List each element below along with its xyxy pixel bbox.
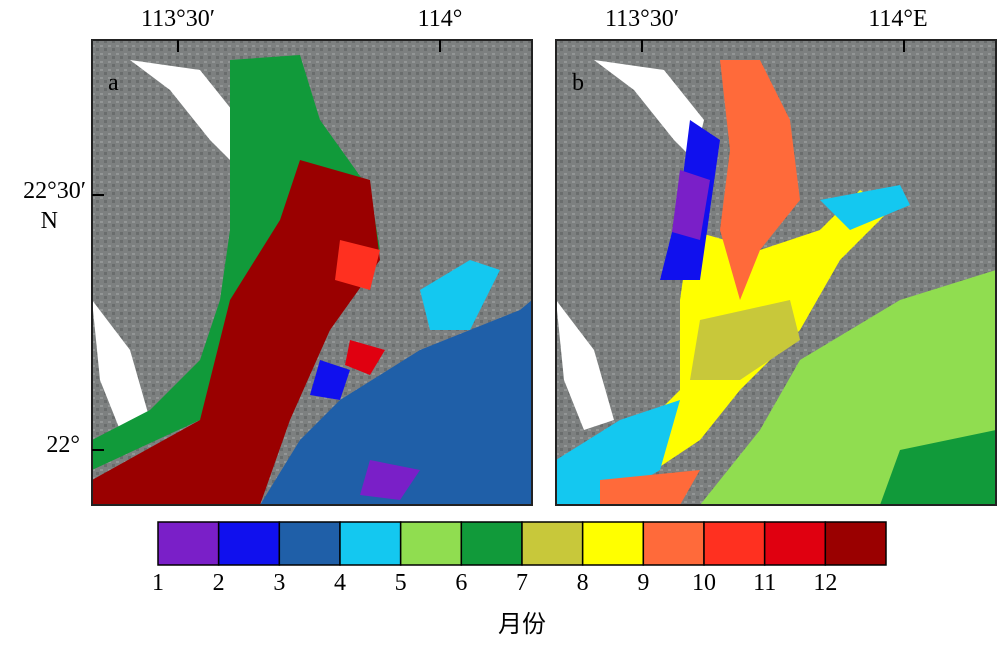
region [672, 170, 710, 240]
colorbar-tick-label: 1 [152, 570, 164, 596]
region [820, 185, 910, 230]
region [600, 470, 700, 505]
colorbar-tick-label: 7 [516, 570, 528, 596]
colorbar-swatch [703, 521, 766, 566]
colorbar-tick-label: 4 [334, 570, 346, 596]
colorbar-tick-label: 6 [455, 570, 467, 596]
colorbar-swatch [521, 521, 584, 566]
colorbar-tick-label: 5 [395, 570, 407, 596]
lon-label: 113°30′ [605, 6, 679, 32]
colorbar-swatch [278, 521, 341, 566]
region [92, 160, 380, 505]
lat-label: N [41, 208, 58, 234]
region [556, 400, 680, 505]
colorbar-swatch [642, 521, 705, 566]
colorbar: 1 2 3 4 5 6 7 8 9 10 11 12 [152, 521, 887, 596]
panel-label: b [572, 70, 584, 96]
map-panel-a: a [91, 39, 533, 506]
region [310, 360, 350, 400]
colorbar-tick-label: 8 [577, 570, 589, 596]
colorbar-swatch [157, 521, 220, 566]
lon-label: 114° [418, 6, 463, 32]
lat-label: 22° [46, 432, 80, 458]
region [345, 340, 385, 375]
map-panel-b: b [555, 39, 997, 506]
panel-label: a [108, 70, 119, 96]
colorbar-tick-label: 3 [273, 570, 285, 596]
colorbar-title: 月份 [498, 611, 546, 638]
region [335, 240, 380, 290]
region [420, 260, 500, 330]
colorbar-tick-label: 11 [753, 570, 776, 596]
lon-label: 114°E [868, 6, 927, 32]
region [880, 430, 996, 505]
colorbar-swatch [399, 521, 463, 566]
colorbar-tick-label: 10 [692, 570, 716, 596]
region [92, 55, 380, 470]
region [360, 460, 420, 500]
lat-label: 22°30′ [23, 178, 86, 204]
colorbar-swatch [460, 521, 523, 566]
colorbar-swatch [824, 521, 887, 566]
colorbar-swatch [217, 521, 281, 566]
colorbar-swatch [581, 521, 645, 566]
colorbar-tick-label: 9 [637, 570, 649, 596]
lon-label: 113°30′ [141, 6, 215, 32]
colorbar-swatch [339, 521, 402, 566]
colorbar-tick-label: 2 [213, 570, 225, 596]
colorbar-tick-label: 12 [813, 570, 837, 596]
region [720, 60, 800, 300]
region [260, 300, 532, 505]
colorbar-swatch [763, 521, 827, 566]
region [690, 300, 800, 380]
